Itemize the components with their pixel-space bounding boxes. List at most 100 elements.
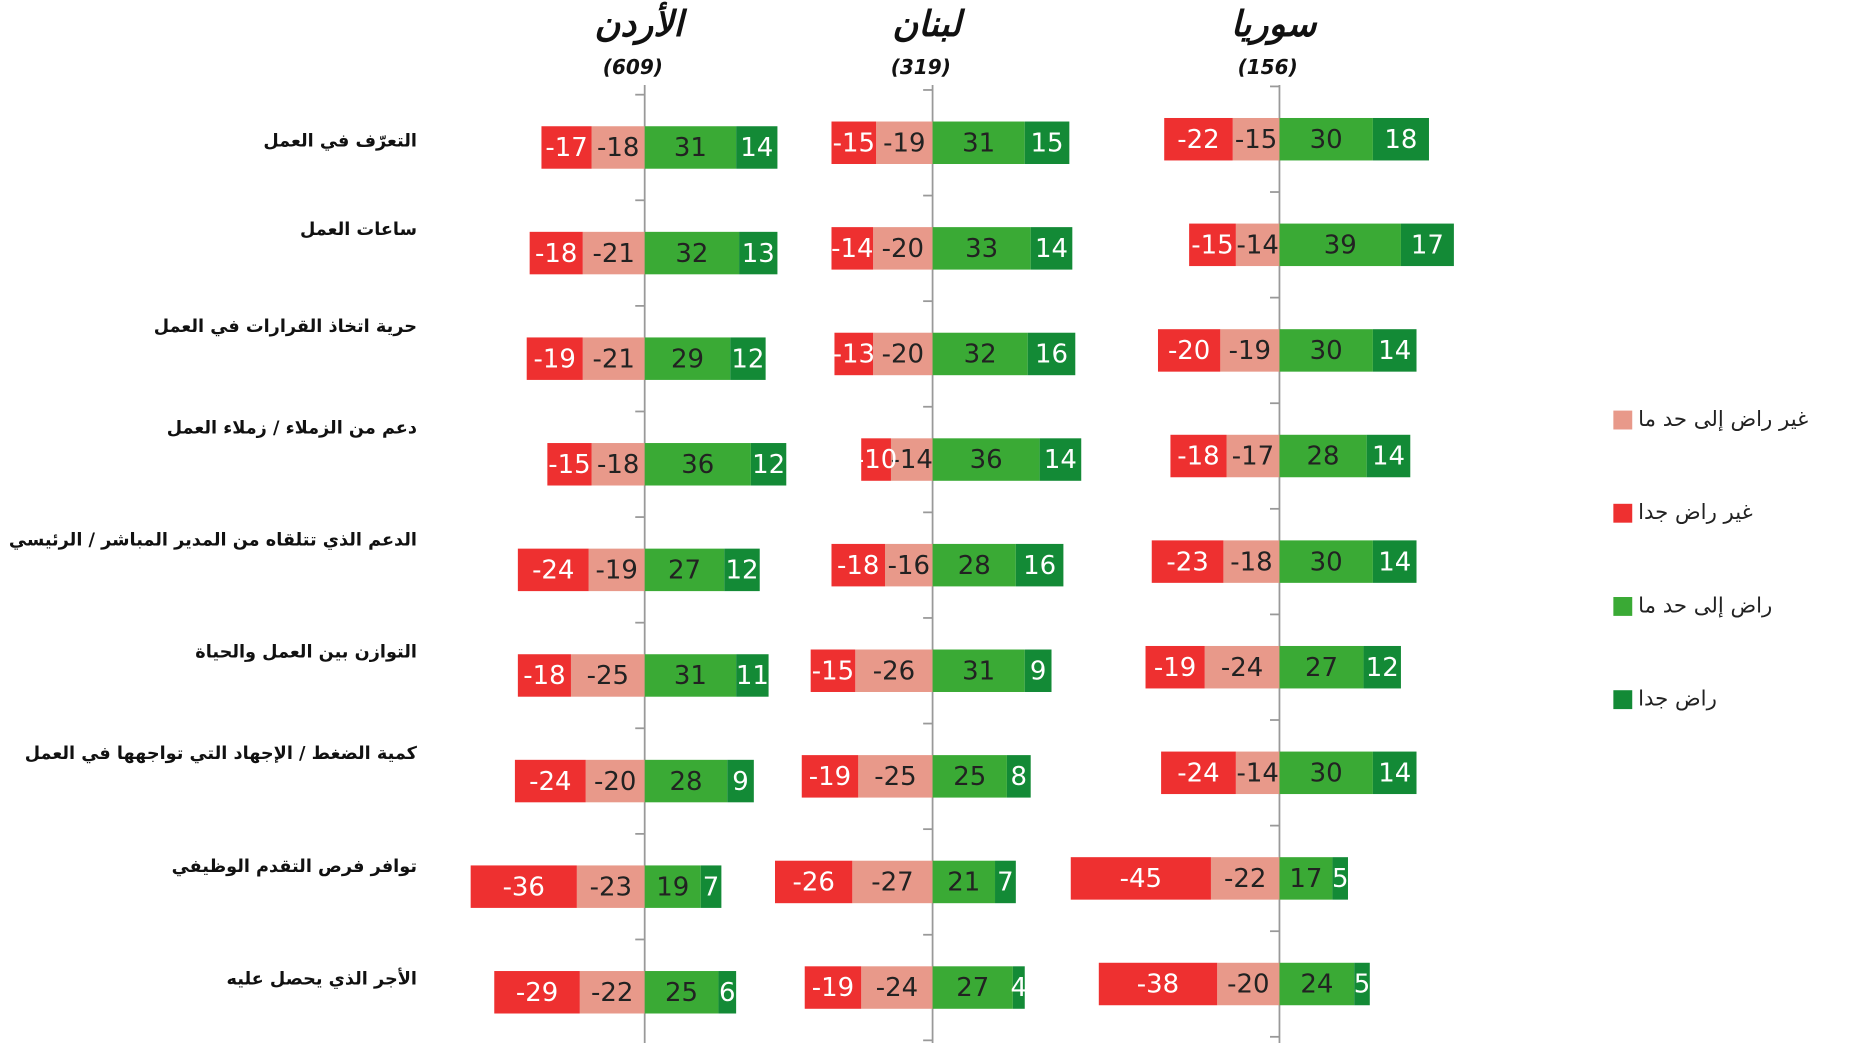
value-label: 12 [1366, 653, 1399, 683]
bar-segment [591, 126, 645, 169]
value-label: -18 [597, 450, 639, 480]
bar-segment [1332, 857, 1348, 900]
legend-swatch [1613, 410, 1633, 430]
value-label: 13 [742, 239, 775, 269]
legend-label: راض جدا [1638, 687, 1717, 712]
bar-segment [1372, 329, 1417, 372]
bar-segment [1027, 332, 1076, 376]
bar-segment [852, 860, 933, 904]
bar-segment [644, 337, 731, 380]
category-label: دعم من الزملاء / زملاء العمل [167, 418, 417, 438]
legend-label: غير راض جدا [1638, 500, 1753, 525]
bar-segment [932, 227, 1031, 270]
bar-segment [876, 121, 933, 165]
bar-segment [700, 865, 722, 908]
value-label: 16 [1023, 551, 1056, 581]
value-label: -16 [888, 551, 930, 581]
bar-segment [932, 966, 1013, 1009]
value-label: -26 [792, 868, 834, 898]
value-label: -15 [548, 450, 590, 480]
bar-segment [517, 654, 571, 697]
bar-segment [810, 649, 856, 692]
value-label: -20 [594, 767, 636, 797]
bar-segment [855, 649, 933, 692]
bar-segment [541, 126, 592, 169]
value-label: -29 [516, 978, 558, 1008]
value-label: -24 [529, 767, 571, 797]
value-label: -23 [1166, 547, 1208, 577]
value-label: 5 [1354, 970, 1371, 1000]
value-label: -22 [1177, 125, 1219, 155]
value-label: -21 [593, 239, 635, 269]
bar-segment [1098, 962, 1218, 1006]
value-label: 9 [1030, 656, 1047, 686]
bar-segment [1232, 117, 1280, 161]
panel-subtitle: (319) [891, 55, 951, 79]
bar-segment [724, 548, 760, 592]
bar-segment [831, 121, 877, 165]
panel-title: الأردن [594, 1, 687, 46]
bar-segment [1189, 223, 1236, 267]
value-label: 9 [732, 767, 749, 797]
value-label: -20 [1168, 336, 1210, 366]
value-label: 14 [1044, 445, 1077, 475]
bar-segment [730, 337, 766, 380]
value-label: 33 [965, 234, 998, 264]
value-label: -45 [1120, 864, 1162, 894]
bar-segment [582, 337, 645, 380]
value-label: -17 [1232, 442, 1274, 472]
category-label: كمية الضغط / الإجهاد التي تواجهها في الع… [25, 744, 418, 764]
bar-segment [585, 759, 645, 803]
value-label: 17 [1411, 231, 1444, 261]
value-label: 36 [681, 450, 714, 480]
bar-segment [1363, 645, 1401, 689]
bar-segment [739, 231, 778, 275]
value-label: 8 [1011, 762, 1028, 792]
value-label: -36 [503, 872, 545, 902]
value-label: 21 [947, 868, 980, 898]
bar-segment [831, 543, 886, 587]
bar-segment [1372, 751, 1417, 795]
bar-segment [750, 443, 787, 486]
value-label: -20 [1227, 970, 1269, 1000]
value-label: -14 [831, 234, 873, 264]
value-label: 27 [956, 973, 989, 1003]
value-label: -25 [874, 762, 916, 792]
value-label: -22 [591, 978, 633, 1008]
bar-segment [1024, 121, 1070, 165]
bar-segment [1157, 329, 1221, 372]
value-label: 14 [740, 133, 773, 163]
value-label: 16 [1035, 340, 1068, 370]
bar-segment [1151, 540, 1224, 583]
bar-segment [644, 548, 725, 592]
bar-segment [1170, 434, 1227, 478]
value-label: -19 [883, 128, 925, 158]
value-label: 6 [719, 978, 736, 1008]
value-label: -25 [587, 661, 629, 691]
value-label: 17 [1289, 864, 1322, 894]
value-label: -18 [1230, 547, 1272, 577]
value-label: -24 [876, 973, 918, 1003]
bar-segment [1161, 751, 1236, 795]
bar-segment [736, 654, 769, 697]
value-label: 7 [997, 868, 1014, 898]
bar-segment [1372, 117, 1429, 161]
bar-segment [644, 126, 737, 169]
value-label: 39 [1324, 231, 1357, 261]
bar-segment [1279, 751, 1373, 795]
value-label: 11 [736, 661, 769, 691]
value-label: -22 [1224, 864, 1266, 894]
bar-segment [494, 971, 580, 1014]
value-label: -19 [534, 344, 576, 374]
value-label: -15 [812, 656, 854, 686]
bar-segment [1400, 223, 1454, 267]
value-label: 36 [970, 445, 1003, 475]
value-label: -24 [1177, 758, 1219, 788]
bar-segment [858, 755, 933, 798]
bar-segment [1354, 962, 1370, 1006]
bar-segment [1279, 857, 1333, 900]
value-label: 30 [1310, 125, 1343, 155]
value-label: 31 [962, 656, 995, 686]
value-label: -17 [545, 133, 587, 163]
value-label: 30 [1310, 547, 1343, 577]
